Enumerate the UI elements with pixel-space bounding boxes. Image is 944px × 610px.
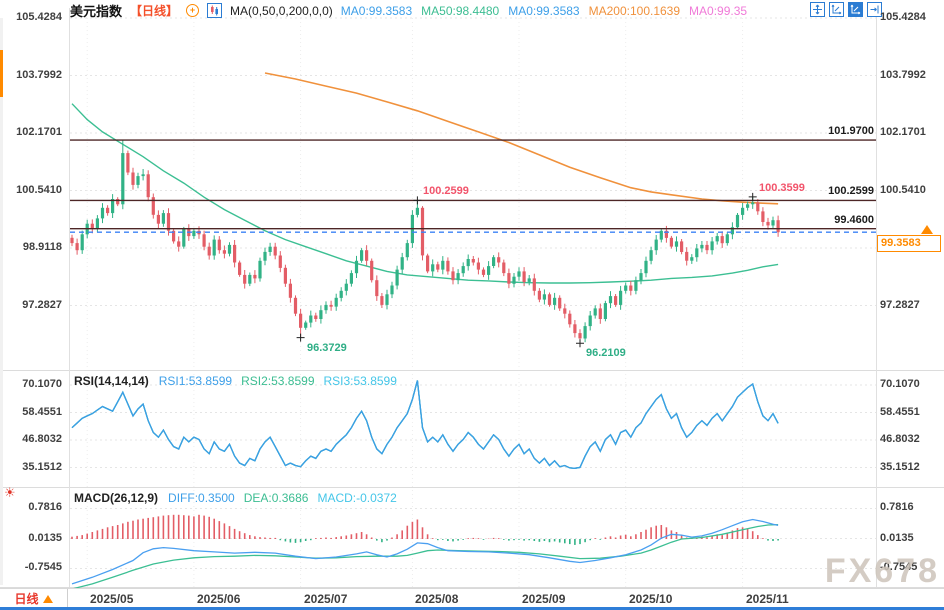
y-axis-label-left: 102.1701: [16, 126, 62, 138]
ma-value-label: MA200:100.1639: [588, 3, 681, 18]
scrollbar-thumb[interactable]: [0, 50, 3, 97]
macd-value-label: MACD:-0.0372: [317, 491, 397, 505]
y-axis-label-left: 0.0135: [28, 532, 62, 544]
y-axis-label-left: 58.4551: [22, 406, 62, 418]
rsi-value-label: RSI1:53.8599: [158, 374, 233, 388]
rsi-header: RSI(14,14,14) RSI1:53.8599 RSI2:53.8599 RS…: [74, 372, 406, 390]
rsi-value-label: RSI3:53.8599: [323, 374, 397, 388]
y-axis-label-right: 97.2827: [880, 299, 920, 311]
y-axis-label-right: 58.4551: [880, 406, 920, 418]
goto-latest-icon[interactable]: [867, 2, 882, 17]
date-axis: 日线 2025/05 2025/06 2025/07 2025/08 2025/09 20…: [0, 588, 944, 609]
y-axis-label-right: -0.7545: [880, 561, 918, 573]
y-axis-label-left: 70.1070: [22, 378, 62, 390]
ma-values-legend: MA0:99.3583 MA50:98.4480 MA0:99.3583 MA200:…: [341, 2, 756, 20]
ma-settings-label: MA(0,50,0,200,0,0): [230, 3, 333, 18]
ma-value-label: MA0:99.3583: [508, 3, 580, 18]
date-label: 2025/08: [415, 592, 459, 606]
chart-toolbar: [806, 2, 882, 17]
rsi-values-legend: RSI1:53.8599 RSI2:53.8599 RSI3:53.8599: [159, 372, 406, 390]
extreme-price-label: 100.2599: [423, 185, 469, 197]
y-axis-label-left: 98.9118: [22, 241, 62, 253]
y-axis-label-right: 100.5410: [880, 184, 926, 196]
rsi-value-label: RSI2:53.8599: [241, 374, 315, 388]
y-axis-label-left: 105.4284: [16, 11, 62, 23]
y-axis-label-left: 0.7816: [28, 501, 62, 513]
add-indicator-icon[interactable]: +: [186, 4, 200, 17]
date-label: 2025/09: [522, 592, 566, 606]
candlestick-chart-icon[interactable]: [207, 3, 223, 18]
y-axis-label-right: 102.1701: [880, 126, 926, 138]
y-axis-label-left: 100.5410: [16, 184, 62, 196]
extreme-price-label: 96.2109: [586, 347, 626, 359]
current-price-value: 99.3583: [881, 237, 921, 249]
ma-value-label: MA50:98.4480: [421, 3, 500, 18]
date-label: 2025/11: [746, 592, 789, 606]
y-axis-label-left: 103.7992: [16, 69, 62, 81]
instrument-title: 美元指数: [70, 4, 123, 19]
date-label: 2025/07: [304, 592, 348, 606]
y-axis-label-right: 105.4284: [880, 11, 926, 23]
macd-header: MACD(26,12,9) DIFF:0.3500 DEA:0.3686 MACD:…: [74, 489, 406, 507]
rsi-title: RSI(14,14,14): [74, 374, 149, 388]
y-axis-label-right: 103.7992: [880, 69, 926, 81]
y-axis-label-left: -0.7545: [24, 561, 62, 573]
ma-value-label: MA0:99.3583: [340, 3, 413, 18]
macd-value-label: DIFF:0.3500: [168, 491, 235, 505]
macd-values-legend: DIFF:0.3500 DEA:0.3686 MACD:-0.0372: [168, 489, 406, 507]
timeframe-up-arrow-icon: [42, 594, 53, 603]
date-label: 2025/05: [90, 592, 134, 606]
left-scrollbar: [0, 18, 3, 585]
axis-range-active-icon[interactable]: [848, 2, 863, 17]
move-tool-icon[interactable]: [810, 2, 825, 17]
indicator-settings-sun-icon[interactable]: ☀: [4, 486, 16, 501]
axis-range-icon[interactable]: [829, 2, 844, 17]
y-axis-label-right: 46.8032: [880, 433, 920, 445]
window-bottom-border: [0, 607, 944, 610]
date-label: 2025/06: [197, 592, 241, 606]
y-axis-label-left: 35.1512: [22, 461, 62, 473]
watermark: FX678: [824, 552, 940, 590]
extreme-price-label: 100.3599: [759, 182, 805, 194]
price-up-arrow-icon: [921, 225, 933, 234]
y-axis-label-right: 0.0135: [880, 532, 914, 544]
extreme-price-label: 96.3729: [307, 342, 347, 354]
main-header: 美元指数 【日线】 + MA(0,50,0,200,0,0) MA0:99.35…: [70, 1, 756, 20]
ma-value-label: MA0:99.35: [689, 3, 748, 18]
y-axis-label-right: 0.7816: [880, 501, 914, 513]
macd-title: MACD(26,12,9): [74, 491, 159, 505]
y-axis-label-left: 46.8032: [22, 433, 62, 445]
y-axis-label-right: 70.1070: [880, 378, 920, 390]
y-axis-label-left: 97.2827: [22, 299, 62, 311]
timeframe-button-label: 日线: [14, 592, 39, 606]
price-line-label: 101.9700: [828, 125, 874, 137]
current-price-tag: 99.3583: [877, 235, 941, 252]
timeframe-label: 【日线】: [130, 4, 179, 18]
y-axis-label-right: 35.1512: [880, 461, 920, 473]
macd-value-label: DEA:0.3686: [243, 491, 309, 505]
price-line-label: 100.2599: [828, 185, 874, 197]
timeframe-button[interactable]: 日线: [0, 589, 68, 608]
date-label: 2025/10: [629, 592, 673, 606]
price-line-label: 99.4600: [834, 214, 874, 226]
